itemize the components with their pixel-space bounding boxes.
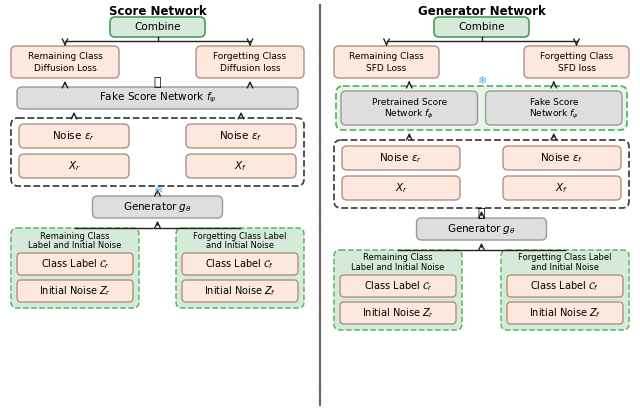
- Text: Fake Score Network $f_\psi$: Fake Score Network $f_\psi$: [99, 91, 216, 105]
- FancyBboxPatch shape: [17, 87, 298, 109]
- Text: Score Network: Score Network: [109, 5, 206, 17]
- Text: $X_f$: $X_f$: [556, 181, 568, 195]
- Text: Label and Initial Noise: Label and Initial Noise: [351, 262, 445, 272]
- FancyBboxPatch shape: [501, 250, 629, 330]
- FancyBboxPatch shape: [341, 91, 477, 125]
- Text: Forgetting Class: Forgetting Class: [213, 52, 287, 61]
- FancyBboxPatch shape: [417, 218, 547, 240]
- Text: Class Label $\mathcal{C}_r$: Class Label $\mathcal{C}_r$: [364, 279, 433, 293]
- Text: Class Label $\mathcal{C}_f$: Class Label $\mathcal{C}_f$: [205, 257, 275, 271]
- Text: Forgetting Class Label: Forgetting Class Label: [193, 232, 287, 241]
- FancyBboxPatch shape: [524, 46, 629, 78]
- Text: ❄: ❄: [477, 76, 486, 86]
- Text: Class Label $\mathcal{C}_r$: Class Label $\mathcal{C}_r$: [40, 257, 109, 271]
- Text: Label and Initial Noise: Label and Initial Noise: [28, 241, 122, 250]
- Text: Noise $\epsilon_f$: Noise $\epsilon_f$: [540, 151, 584, 165]
- Text: Generator $g_\theta$: Generator $g_\theta$: [447, 222, 516, 236]
- Text: Noise $\epsilon_f$: Noise $\epsilon_f$: [220, 129, 262, 143]
- FancyBboxPatch shape: [196, 46, 304, 78]
- FancyBboxPatch shape: [17, 280, 133, 302]
- FancyBboxPatch shape: [186, 154, 296, 178]
- FancyBboxPatch shape: [93, 196, 223, 218]
- FancyBboxPatch shape: [11, 228, 139, 308]
- Text: 🔥: 🔥: [154, 75, 161, 89]
- Text: Generator $g_\theta$: Generator $g_\theta$: [123, 200, 192, 214]
- FancyBboxPatch shape: [342, 176, 460, 200]
- Text: Remaining Class: Remaining Class: [28, 52, 102, 61]
- Text: Initial Noise $Z_f$: Initial Noise $Z_f$: [529, 306, 601, 320]
- Text: SFD Loss: SFD Loss: [366, 63, 406, 73]
- Text: ❄: ❄: [153, 186, 162, 196]
- Text: Forgetting Class Label: Forgetting Class Label: [518, 253, 612, 262]
- FancyBboxPatch shape: [186, 124, 296, 148]
- Text: Generator Network: Generator Network: [418, 5, 545, 17]
- FancyBboxPatch shape: [507, 275, 623, 297]
- Text: Remaining Class: Remaining Class: [40, 232, 110, 241]
- FancyBboxPatch shape: [19, 124, 129, 148]
- Text: Pretrained Score: Pretrained Score: [372, 98, 447, 106]
- Text: 🔥: 🔥: [477, 206, 485, 220]
- Text: Fake Score: Fake Score: [529, 98, 578, 106]
- FancyBboxPatch shape: [182, 253, 298, 275]
- FancyBboxPatch shape: [11, 118, 304, 186]
- Text: Initial Noise $Z_r$: Initial Noise $Z_r$: [39, 284, 111, 298]
- Text: Noise $\epsilon_r$: Noise $\epsilon_r$: [52, 129, 95, 143]
- Text: Combine: Combine: [134, 22, 180, 32]
- Text: and Initial Noise: and Initial Noise: [206, 241, 274, 250]
- FancyBboxPatch shape: [182, 280, 298, 302]
- FancyBboxPatch shape: [340, 275, 456, 297]
- Text: $X_r$: $X_r$: [68, 159, 81, 173]
- FancyBboxPatch shape: [19, 154, 129, 178]
- FancyBboxPatch shape: [110, 17, 205, 37]
- Text: Noise $\epsilon_r$: Noise $\epsilon_r$: [380, 151, 422, 165]
- Text: $X_r$: $X_r$: [394, 181, 408, 195]
- Text: $X_f$: $X_f$: [234, 159, 248, 173]
- FancyBboxPatch shape: [336, 86, 627, 130]
- FancyBboxPatch shape: [340, 302, 456, 324]
- FancyBboxPatch shape: [434, 17, 529, 37]
- FancyBboxPatch shape: [334, 46, 439, 78]
- Text: and Initial Noise: and Initial Noise: [531, 262, 599, 272]
- Text: Diffusion loss: Diffusion loss: [220, 63, 280, 73]
- FancyBboxPatch shape: [334, 250, 462, 330]
- Text: Forgetting Class: Forgetting Class: [540, 52, 613, 61]
- Text: Network $f_\psi$: Network $f_\psi$: [529, 108, 579, 121]
- Text: Class Label $\mathcal{C}_f$: Class Label $\mathcal{C}_f$: [531, 279, 600, 293]
- Text: Remaining Class: Remaining Class: [349, 52, 424, 61]
- FancyBboxPatch shape: [334, 140, 629, 208]
- Text: Initial Noise $Z_r$: Initial Noise $Z_r$: [362, 306, 434, 320]
- Text: Diffusion Loss: Diffusion Loss: [34, 63, 97, 73]
- FancyBboxPatch shape: [17, 253, 133, 275]
- FancyBboxPatch shape: [342, 146, 460, 170]
- FancyBboxPatch shape: [486, 91, 622, 125]
- Text: Network $f_\phi$: Network $f_\phi$: [385, 108, 434, 121]
- Text: SFD loss: SFD loss: [557, 63, 595, 73]
- Text: Remaining Class: Remaining Class: [363, 253, 433, 262]
- Text: Initial Noise $Z_f$: Initial Noise $Z_f$: [204, 284, 276, 298]
- FancyBboxPatch shape: [503, 176, 621, 200]
- Text: Combine: Combine: [458, 22, 505, 32]
- FancyBboxPatch shape: [503, 146, 621, 170]
- FancyBboxPatch shape: [11, 46, 119, 78]
- FancyBboxPatch shape: [507, 302, 623, 324]
- FancyBboxPatch shape: [176, 228, 304, 308]
